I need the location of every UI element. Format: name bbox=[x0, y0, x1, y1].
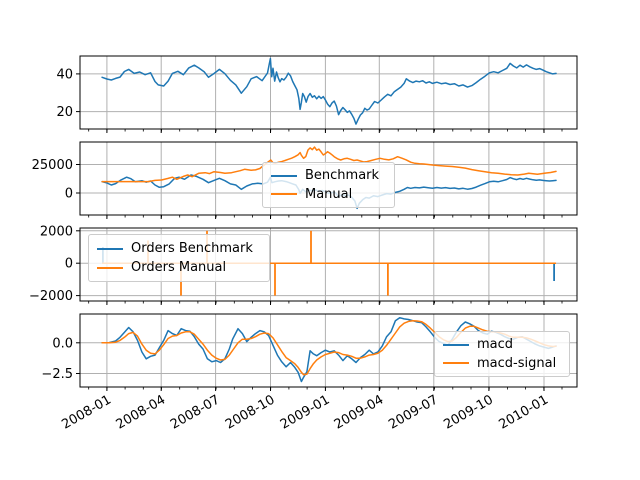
legend-label-macd-signal: macd-signal bbox=[477, 355, 557, 371]
y-tick-label: 0.0 bbox=[52, 336, 73, 351]
plot-area-0 bbox=[101, 57, 557, 125]
legend-item-macd-signal: macd-signal bbox=[443, 355, 561, 372]
y-tick-label: 40 bbox=[56, 67, 73, 82]
legend-item-orders-benchmark: Orders Benchmark bbox=[97, 240, 261, 257]
y-tick-label: −2.5 bbox=[41, 367, 73, 382]
axes-border bbox=[79, 313, 578, 388]
axes-border bbox=[79, 55, 578, 130]
y-tick-label: 0 bbox=[65, 257, 73, 272]
legend-line-benchmark bbox=[271, 174, 297, 177]
legend-item-manual: Manual bbox=[271, 186, 386, 203]
axes-border bbox=[79, 141, 578, 216]
axes-border bbox=[79, 227, 578, 302]
legend-macd: macd macd-signal bbox=[434, 331, 570, 377]
x-tick-label: 2010-01 bbox=[496, 392, 551, 432]
series-line-manual bbox=[101, 146, 557, 183]
legend-label-macd: macd bbox=[477, 337, 514, 353]
x-tick-label: 2009-07 bbox=[386, 392, 441, 432]
y-tick-label: 0 bbox=[65, 187, 73, 202]
series-line-macd-signal bbox=[101, 319, 557, 376]
legend-line-macd-signal bbox=[443, 362, 469, 365]
legend-portfolio: Benchmark Manual bbox=[262, 162, 395, 208]
legend-item-macd: macd bbox=[443, 336, 561, 353]
legend-orders: Orders Benchmark Orders Manual bbox=[88, 234, 270, 282]
x-tick-label: 2009-04 bbox=[332, 392, 387, 432]
x-tick-label: 2008-04 bbox=[114, 392, 169, 432]
legend-label-manual: Manual bbox=[305, 186, 353, 202]
x-tick-label: 2009-01 bbox=[278, 392, 333, 432]
x-tick-label: 2008-01 bbox=[59, 392, 114, 432]
legend-line-orders-manual bbox=[97, 266, 123, 269]
legend-label-orders-benchmark: Orders Benchmark bbox=[131, 241, 253, 256]
x-tick-label: 2009-10 bbox=[441, 392, 496, 432]
legend-label-benchmark: Benchmark bbox=[305, 168, 380, 184]
y-tick-label: 25000 bbox=[32, 158, 73, 173]
legend-item-orders-manual: Orders Manual bbox=[97, 259, 261, 276]
legend-line-macd bbox=[443, 343, 469, 346]
y-tick-label: −2000 bbox=[29, 289, 73, 304]
legend-line-manual bbox=[271, 193, 297, 196]
x-tick-label: 2008-07 bbox=[168, 392, 223, 432]
legend-label-orders-manual: Orders Manual bbox=[131, 260, 227, 275]
series-line-price bbox=[101, 57, 557, 125]
legend-line-orders-benchmark bbox=[97, 247, 123, 250]
y-tick-label: 2000 bbox=[40, 224, 73, 239]
x-tick-label: 2008-10 bbox=[223, 392, 278, 432]
y-tick-label: 20 bbox=[56, 105, 73, 120]
legend-item-benchmark: Benchmark bbox=[271, 167, 386, 184]
